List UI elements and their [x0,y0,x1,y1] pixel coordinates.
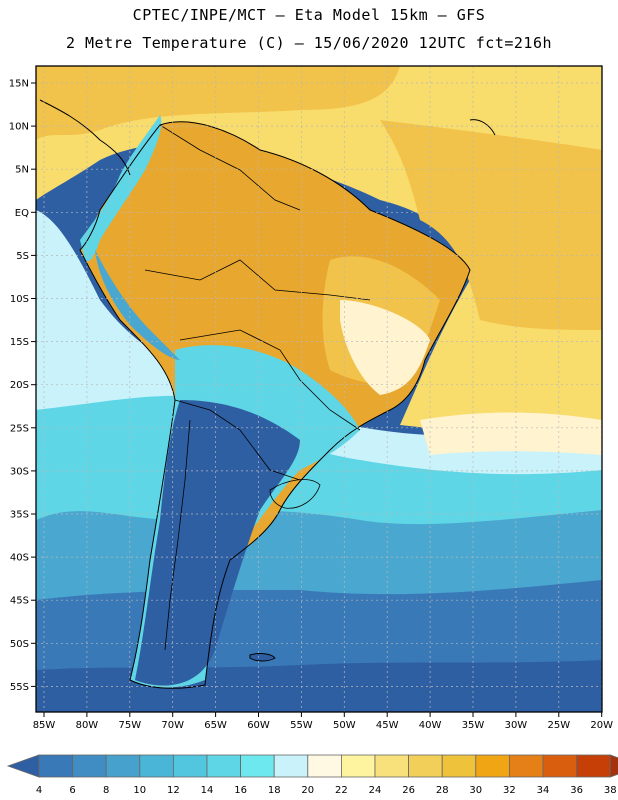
lat-label: 25S [10,423,29,434]
lon-label: 85W [33,720,56,731]
border-1 [159,124,301,211]
ocean-warmer-tropics [380,120,602,330]
colorbar-high-arrow [609,754,618,778]
colorbar-label: 38 [604,785,617,796]
longitude-labels: 85W 80W 75W 70W 65W 60W 55W 50W 45W 40W 35W 30W 25W 2… [33,712,613,731]
colorbar-label: 28 [436,785,449,796]
colorbar-label: 4 [36,785,42,796]
colorbar-swatch [273,754,309,778]
lon-label: 80W [76,720,99,731]
lon-label: 75W [118,720,141,731]
colorbar-swatch [441,754,477,778]
colorbar-swatch [139,754,174,778]
title-line-1: CPTEC/INPE/MCT – Eta Model 15km – GFS [132,6,486,24]
title-line-2: 2 Metre Temperature (C) – 15/06/2020 12U… [65,34,553,52]
border-3 [179,329,361,431]
lat-label: 40S [10,553,29,564]
colorbar-label: 10 [133,785,146,796]
lat-label: 30S [10,466,29,477]
lat-label: 10S [10,294,29,305]
colorbar-swatch [508,754,544,778]
border-2 [144,259,371,301]
colorbar-label: 14 [201,785,214,796]
colorbar-label: 16 [234,785,247,796]
colorbar-label: 22 [335,785,348,796]
colorbar-label: 12 [167,785,180,796]
lat-label: 20S [10,380,29,391]
lon-label: 65W [204,720,227,731]
map-frame [35,65,603,713]
gridlines [36,66,603,712]
lat-label: 15S [10,337,29,348]
lon-label: 60W [247,720,270,731]
latitude-labels: 15N 10N 5N EQ 5S 10S 15S 20S 25S 30S 35S 40S 45S 50S 5… [9,79,36,693]
lon-label: 55W [290,720,313,731]
colorbar-label: 36 [570,785,583,796]
brazil-highlands-pale [340,300,430,395]
colorbar-low-arrow [6,754,40,778]
lon-label: 35W [462,720,485,731]
lat-label: 55S [10,682,29,693]
falkland-islands [249,653,276,662]
central-america-coast [39,99,131,176]
lon-label: 70W [161,720,184,731]
lon-label: 30W [505,720,528,731]
falklands-area [250,653,275,661]
border-4 [174,399,301,481]
colorbar-swatch [374,754,409,778]
ocean-pale-band [420,412,602,455]
south-america-coast [79,121,471,689]
colorbar-label: 20 [301,785,314,796]
colorbar-swatch [542,754,577,778]
uruguay-border [269,479,321,509]
border-chile-argentina [164,419,191,651]
lat-label: 15N [9,79,29,90]
coastlines [39,99,496,689]
colorbar-label: 18 [268,785,281,796]
colorbar-swatch [576,754,611,778]
colorbar-swatch [38,754,73,778]
colorbar-label: 26 [402,785,415,796]
lat-label: 35S [10,510,29,521]
lon-label: 25W [547,720,570,731]
island-fragment [469,119,496,136]
caribbean-warm [36,66,400,140]
lat-label: EQ [15,208,29,219]
lat-label: 45S [10,596,29,607]
lon-label: 20W [590,720,613,731]
lat-label: 50S [10,639,29,650]
lon-label: 45W [376,720,399,731]
colorbar-swatch [408,754,443,778]
lat-label: 10N [9,122,29,133]
colorbar-label: 24 [369,785,382,796]
lat-label: 5N [15,165,29,176]
andes-cold-ridge [80,115,162,262]
colorbar-swatch [240,754,275,778]
lat-label: 5S [16,251,29,262]
colorbar-swatch [72,754,107,778]
colorbar-label: 6 [69,785,75,796]
lon-label: 40W [419,720,442,731]
colorbar-swatch [340,754,376,778]
colorbar-label: 30 [469,785,482,796]
colorbar-label: 32 [503,785,516,796]
colorbar-swatch [105,754,141,778]
colorbar-swatch [475,754,510,778]
colorbar-label: 8 [103,785,109,796]
colorbar-label: 34 [537,785,550,796]
colorbar-swatch [206,754,241,778]
map-field [36,66,602,712]
lon-label: 50W [333,720,356,731]
colorbar-swatch [307,754,342,778]
colorbar-swatch [172,754,208,778]
colorbar: 4 6 8 10 12 14 16 18 20 22 24 26 28 30 32 34 36 38 [6,754,618,796]
